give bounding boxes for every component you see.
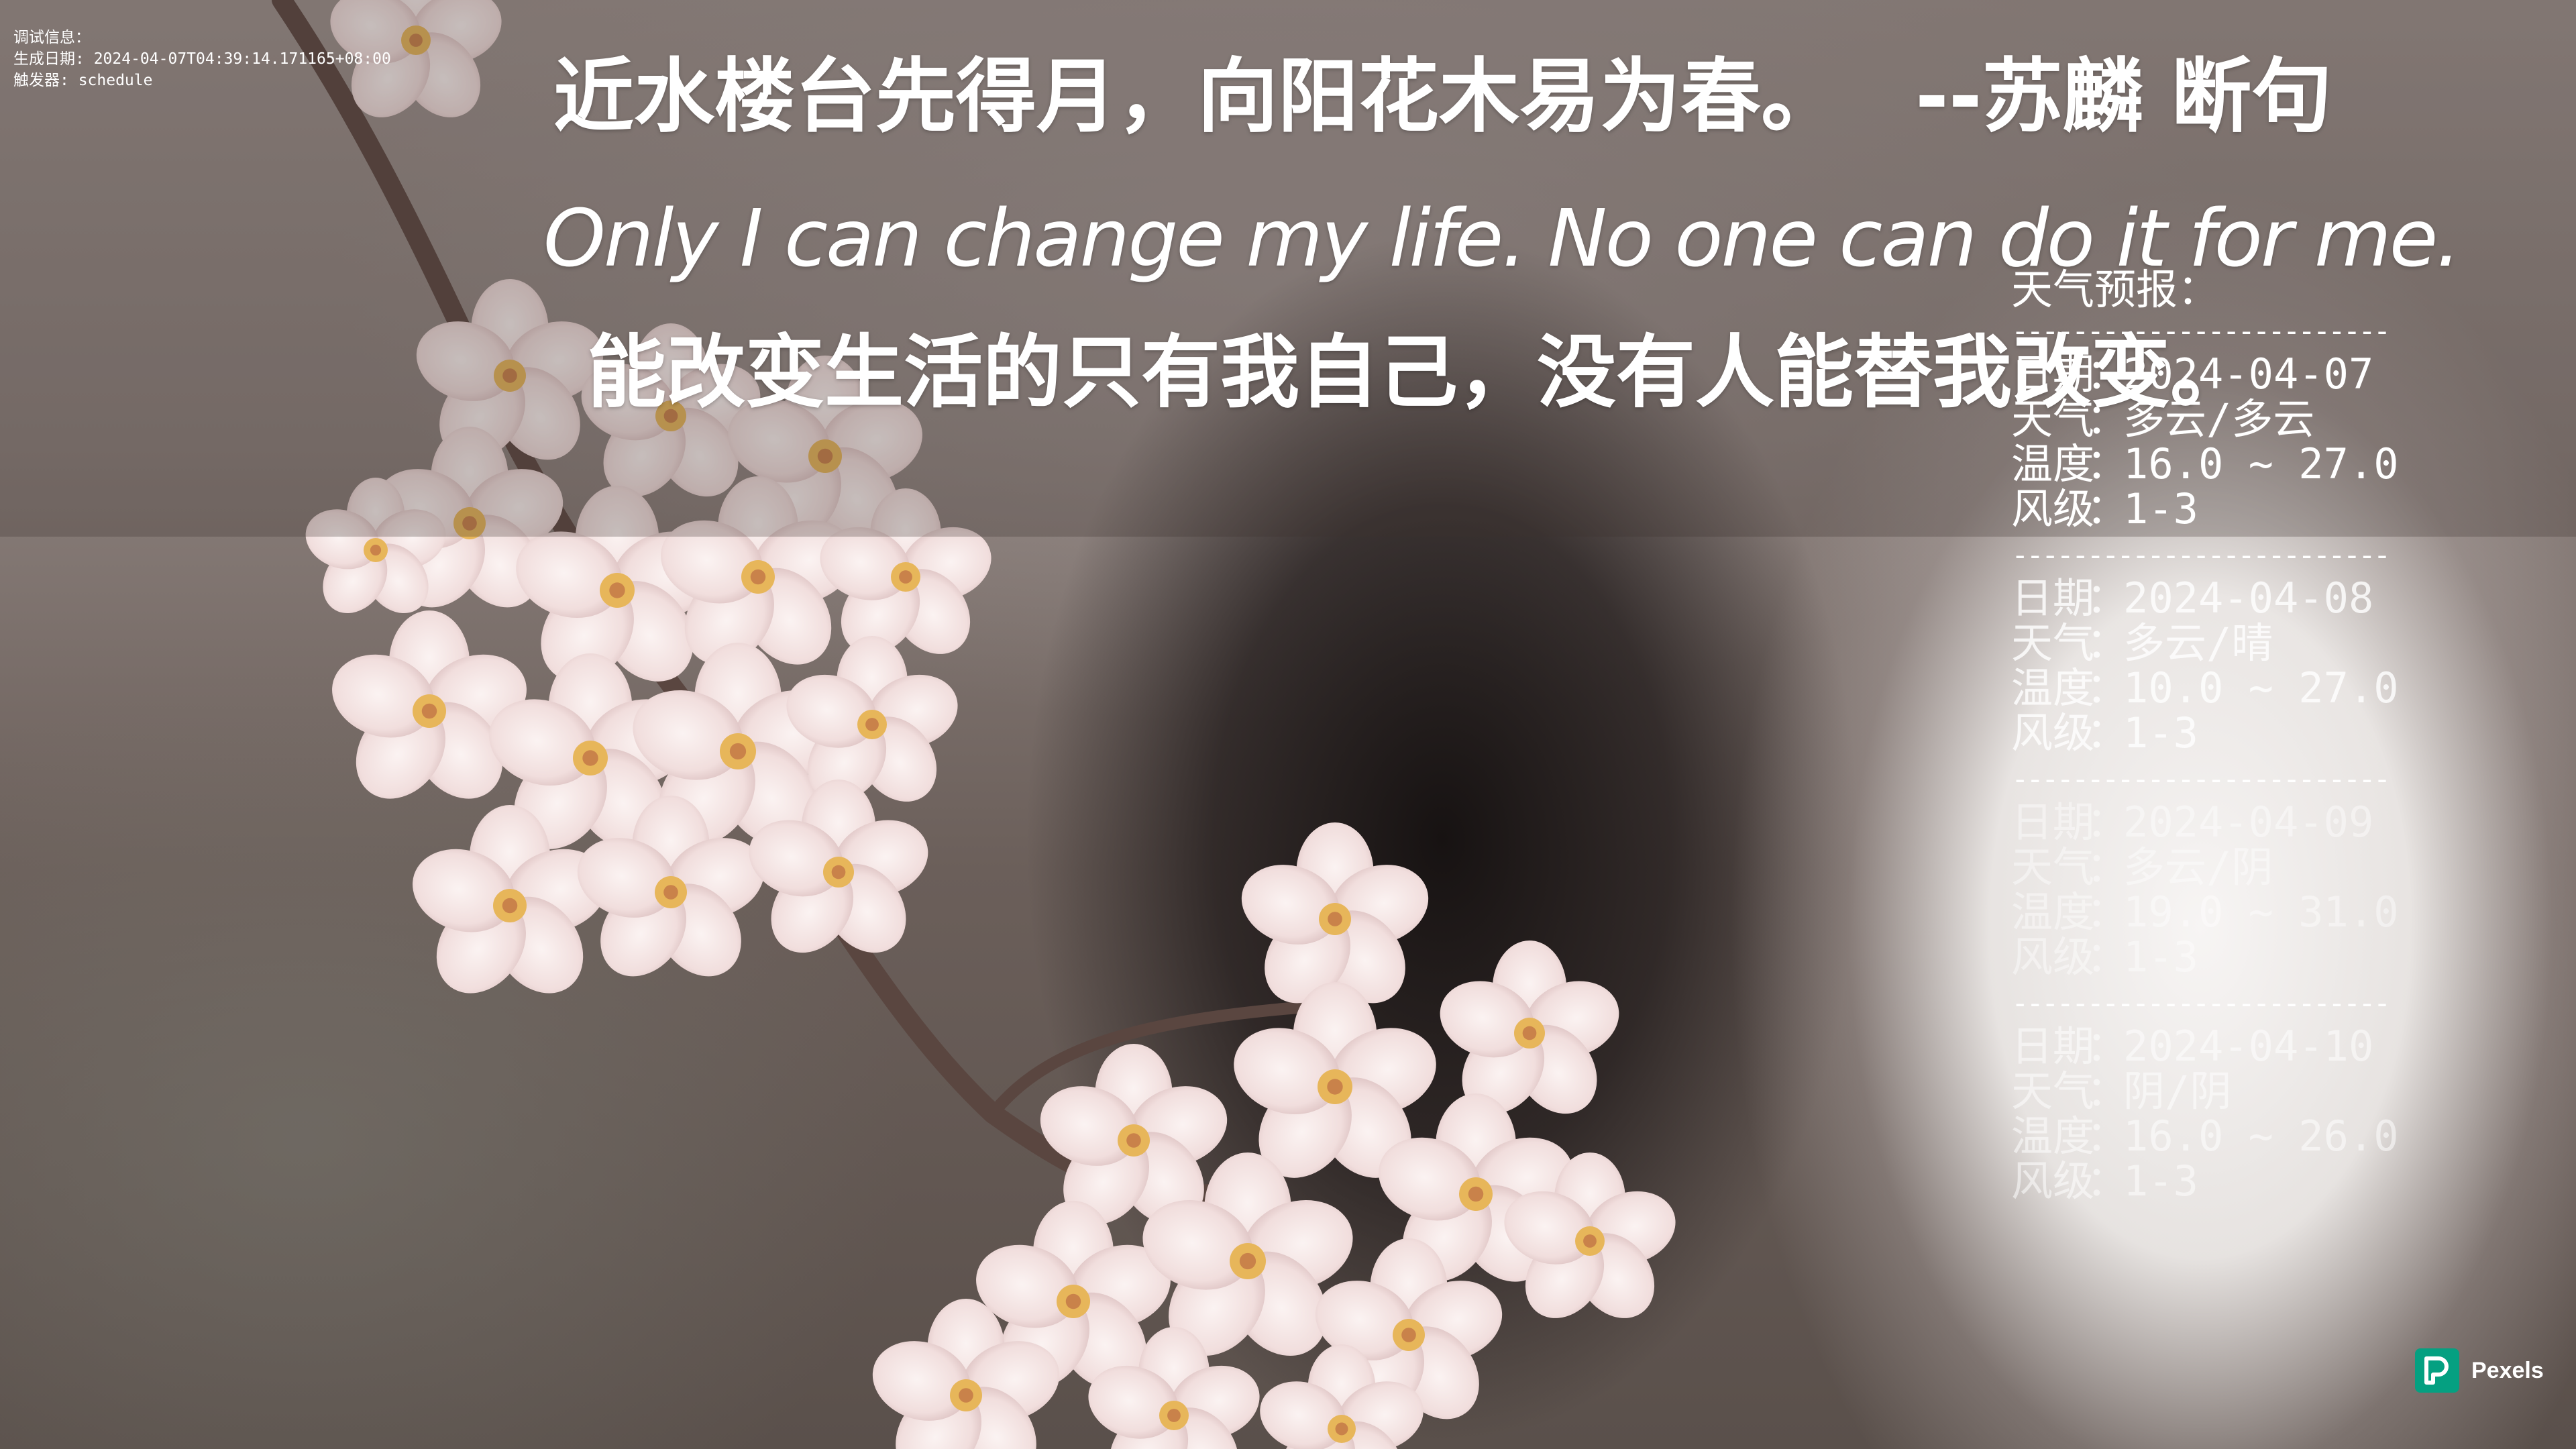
forecast-weather-row: 天气：多云/多云 (2011, 396, 2440, 441)
forecast-date: 2024-04-10 (2123, 1022, 2374, 1071)
forecast-date: 2024-04-07 (2123, 350, 2374, 398)
key-separator: ： (2086, 932, 2129, 981)
key-separator: ： (2086, 663, 2129, 712)
temp-key: 温度 (2011, 888, 2095, 936)
date-key: 日期 (2011, 1022, 2095, 1071)
key-separator: ： (2086, 1112, 2129, 1161)
forecast-temp-row: 温度：10.0 ~ 27.0 (2011, 665, 2440, 710)
debug-generated-date: 生成日期: 2024-04-07T04:39:14.171165+08:00 (13, 50, 391, 68)
temp-key: 温度 (2011, 1112, 2095, 1161)
key-separator: ： (2086, 484, 2129, 533)
wind-key: 风级 (2011, 484, 2095, 533)
forecast-wind: 1-3 (2123, 708, 2198, 757)
key-separator: ： (2086, 843, 2129, 892)
forecast-date-row: 日期：2024-04-08 (2011, 576, 2440, 621)
key-separator: ： (2086, 1157, 2129, 1205)
forecast-temp-row: 温度：19.0 ~ 31.0 (2011, 890, 2440, 934)
forecast-day: 日期：2024-04-07 天气：多云/多云 温度：16.0 ~ 27.0 风级… (2011, 346, 2440, 541)
key-separator: ： (2086, 439, 2129, 488)
debug-info: 调试信息： 生成日期: 2024-04-07T04:39:14.171165+0… (13, 27, 391, 91)
forecast-date-row: 日期：2024-04-09 (2011, 800, 2440, 845)
key-separator: ： (2086, 574, 2129, 623)
forecast-wind-row: 风级：1-3 (2011, 486, 2440, 531)
forecast-condition: 多云/多云 (2123, 394, 2315, 443)
date-key: 日期 (2011, 350, 2095, 398)
forecast-wind-row: 风级：1-3 (2011, 710, 2440, 755)
temp-key: 温度 (2011, 663, 2095, 712)
wind-key: 风级 (2011, 932, 2095, 981)
wind-key: 风级 (2011, 708, 2095, 757)
forecast-temperature: 16.0 ~ 26.0 (2123, 1112, 2399, 1161)
temp-key: 温度 (2011, 439, 2095, 488)
key-separator: ： (2086, 1067, 2129, 1116)
forecast-wind-row: 风级：1-3 (2011, 1159, 2440, 1203)
weather-title: 天气预报： (2011, 265, 2220, 314)
wind-key: 风级 (2011, 1157, 2095, 1205)
weather-key: 天气 (2011, 1067, 2095, 1116)
weather-key: 天气 (2011, 619, 2095, 667)
weather-divider: ------------------------- (2011, 765, 2391, 794)
forecast-day: 日期：2024-04-09 天气：多云/阴 温度：19.0 ~ 31.0 风级：… (2011, 794, 2440, 989)
quote-translation-line: 能改变生活的只有我自己，没有人能替我改变。 (587, 326, 2250, 419)
forecast-temperature: 16.0 ~ 27.0 (2123, 439, 2399, 488)
forecast-day: 日期：2024-04-10 天气：阴/阴 温度：16.0 ~ 26.0 风级：1… (2011, 1018, 2440, 1213)
forecast-wind: 1-3 (2123, 484, 2198, 533)
pexels-logo-icon (2415, 1348, 2459, 1393)
date-key: 日期 (2011, 798, 2095, 847)
pexels-label: Pexels (2471, 1357, 2544, 1383)
forecast-wind: 1-3 (2123, 932, 2198, 981)
forecast-temperature: 19.0 ~ 31.0 (2123, 888, 2399, 936)
forecast-temperature: 10.0 ~ 27.0 (2123, 663, 2399, 712)
quote-chinese-line: 近水楼台先得月，向阳花木易为春。 --苏麟 断句 (553, 47, 2332, 148)
forecast-temp-row: 温度：16.0 ~ 27.0 (2011, 441, 2440, 486)
quote-author: --苏麟 断句 (1915, 50, 2332, 144)
weather-key: 天气 (2011, 843, 2095, 892)
forecast-date: 2024-04-09 (2123, 798, 2374, 847)
forecast-weather-row: 天气：阴/阴 (2011, 1069, 2440, 1114)
pexels-attribution[interactable]: Pexels (2415, 1347, 2544, 1394)
forecast-condition: 多云/阴 (2123, 843, 2273, 892)
weather-divider: ------------------------- (2011, 317, 2391, 346)
debug-trigger: 触发器: schedule (13, 72, 153, 89)
weather-divider: ------------------------- (2011, 541, 2391, 570)
forecast-temp-row: 温度：16.0 ~ 26.0 (2011, 1114, 2440, 1159)
quote-english-line: Only I can change my life. No one can do… (543, 192, 2461, 284)
date-key: 日期 (2011, 574, 2095, 623)
key-separator: ： (2086, 1022, 2129, 1071)
weather-key: 天气 (2011, 394, 2095, 443)
key-separator: ： (2086, 708, 2129, 757)
forecast-date-row: 日期：2024-04-10 (2011, 1024, 2440, 1069)
forecast-weather-row: 天气：多云/阴 (2011, 845, 2440, 890)
quote-backdrop-band (0, 0, 2576, 537)
forecast-day: 日期：2024-04-08 天气：多云/晴 温度：10.0 ~ 27.0 风级：… (2011, 570, 2440, 765)
forecast-condition: 多云/晴 (2123, 619, 2273, 667)
key-separator: ： (2086, 888, 2129, 936)
debug-label: 调试信息： (13, 29, 91, 46)
key-separator: ： (2086, 619, 2129, 667)
forecast-weather-row: 天气：多云/晴 (2011, 621, 2440, 665)
forecast-date: 2024-04-08 (2123, 574, 2374, 623)
forecast-condition: 阴/阴 (2123, 1067, 2232, 1116)
key-separator: ： (2086, 394, 2129, 443)
forecast-wind: 1-3 (2123, 1157, 2198, 1205)
weather-forecast: 天气预报： ------------------------- 日期：2024-… (2011, 263, 2440, 1213)
forecast-wind-row: 风级：1-3 (2011, 934, 2440, 979)
forecast-date-row: 日期：2024-04-07 (2011, 352, 2440, 396)
quote-chinese-text: 近水楼台先得月，向阳花木易为春。 (553, 50, 1841, 144)
weather-divider: ------------------------- (2011, 989, 2391, 1018)
key-separator: ： (2086, 350, 2129, 398)
key-separator: ： (2086, 798, 2129, 847)
